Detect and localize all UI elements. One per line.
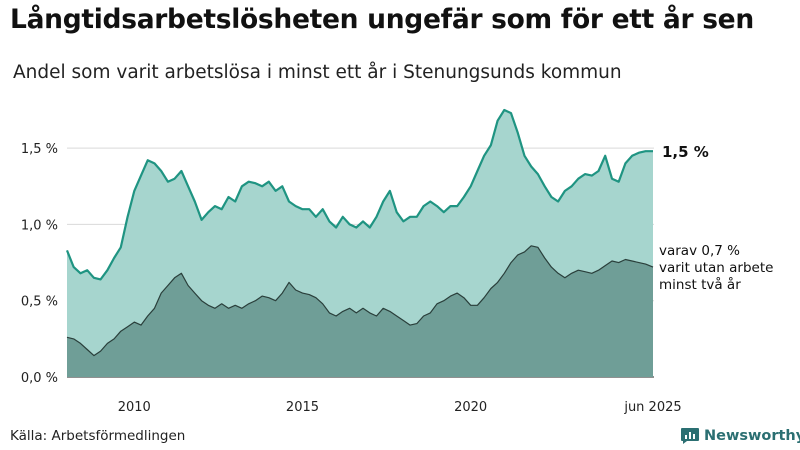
x-axis: 2010 2015 2020 jun 2025 [118, 400, 682, 415]
x-tick-label: 2010 [118, 400, 151, 415]
y-tick-label: 0,0 % [21, 371, 58, 386]
series-line-lower [66, 245, 654, 357]
chart-title: Långtidsarbetslösheten ungefär som för e… [10, 4, 754, 35]
chart-areas [65, 108, 654, 377]
chart-subtitle: Andel som varit arbetslösa i minst ett å… [13, 62, 622, 83]
y-tick-label: 0,5 % [21, 295, 58, 310]
y-tick-label: 1,0 % [21, 218, 58, 233]
y-axis: 0,0 % 0,5 % 1,0 % 1,5 % [21, 142, 58, 386]
x-tick-label: 2020 [454, 400, 487, 415]
x-tick-label: 2015 [286, 400, 319, 415]
x-tick-label: jun 2025 [623, 400, 681, 415]
end-label-lower: minst två år [659, 276, 741, 293]
brand-name: Newsworthy [704, 428, 800, 444]
series-line-upper [65, 108, 653, 281]
source-note: Källa: Arbetsförmedlingen [10, 428, 186, 444]
newsworthy-icon [681, 428, 699, 444]
end-label-lower: varit utan arbete [659, 260, 773, 276]
brand-logo[interactable]: Newsworthy [680, 427, 800, 445]
y-tick-label: 1,5 % [21, 142, 58, 157]
series-area-lower [67, 245, 653, 377]
end-label-upper: 1,5 % [662, 143, 709, 161]
end-label-lower: varav 0,7 % [659, 243, 740, 259]
